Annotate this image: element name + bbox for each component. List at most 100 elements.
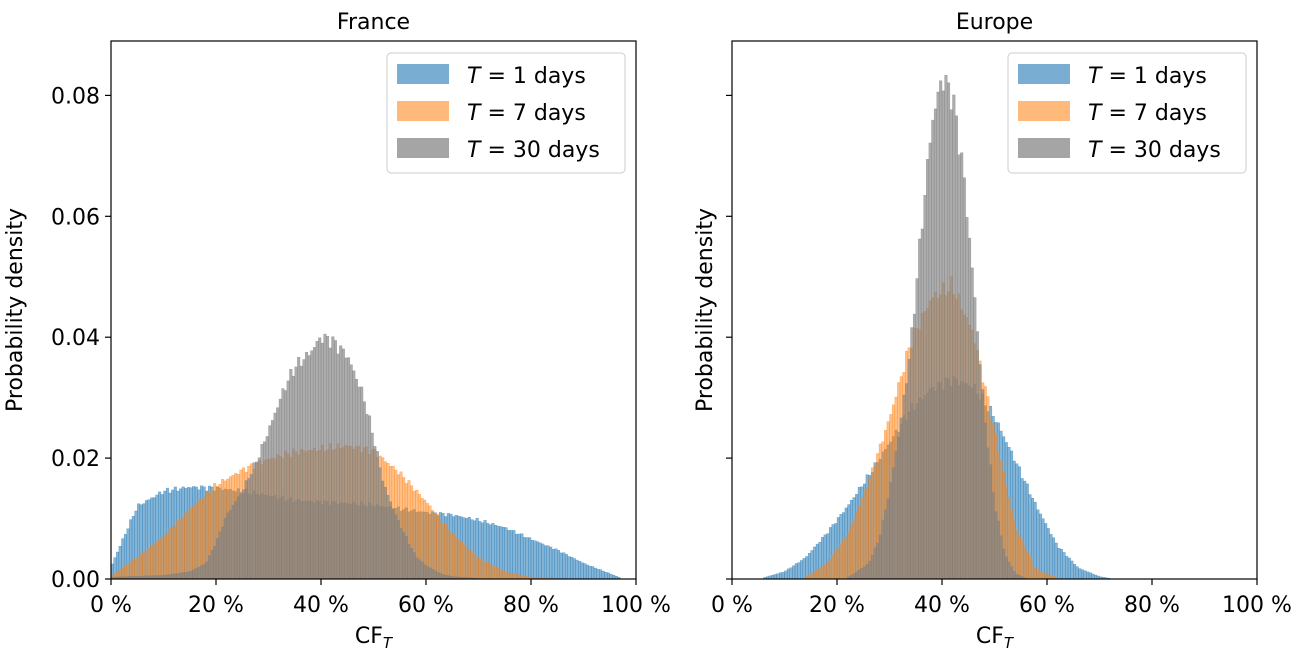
- histogram-bar: [268, 425, 272, 580]
- histogram-bar: [158, 540, 162, 580]
- histogram-bar: [557, 550, 561, 580]
- histogram-bar: [257, 457, 261, 580]
- histogram-bar: [270, 420, 274, 580]
- histogram-bar: [515, 533, 519, 580]
- histogram-bar: [559, 552, 563, 580]
- histogram-bar: [179, 572, 183, 580]
- histogram-bar: [515, 573, 519, 580]
- histogram-bar: [1075, 566, 1079, 580]
- histogram-bar: [165, 574, 169, 580]
- histogram-bar: [236, 496, 240, 580]
- x-tick-label: 80 %: [1124, 593, 1180, 618]
- histogram-bar: [323, 333, 327, 580]
- histogram-bar: [310, 350, 314, 580]
- histogram-bar: [941, 90, 945, 580]
- histogram-bar: [231, 505, 235, 580]
- histogram-bar: [391, 508, 395, 580]
- histogram-bar: [878, 534, 882, 580]
- histogram-bar: [1078, 568, 1082, 580]
- histogram-bar: [239, 493, 243, 580]
- histogram-bar: [965, 217, 969, 580]
- histogram-bar: [860, 497, 864, 580]
- histogram-bar: [286, 380, 290, 580]
- histogram-bar: [192, 505, 196, 580]
- histogram-bar: [996, 520, 1000, 580]
- histogram-bar: [572, 558, 576, 580]
- histogram-bar: [1010, 566, 1014, 580]
- x-tick-label: 20 %: [809, 593, 865, 618]
- histogram-bar: [564, 554, 568, 580]
- legend-label: T = 1 days: [467, 64, 586, 89]
- histogram-bar: [1062, 552, 1066, 580]
- histogram-bar: [907, 359, 911, 580]
- histogram-bar: [289, 369, 293, 580]
- histogram-bar: [1046, 574, 1050, 580]
- histogram-bar: [920, 228, 924, 580]
- histogram-bar: [994, 511, 998, 580]
- histogram-bar: [789, 567, 793, 580]
- histogram-bar: [899, 417, 903, 580]
- france-x-axis-title: CFT: [355, 624, 394, 648]
- histogram-bar: [1065, 556, 1069, 580]
- histogram-bar: [328, 347, 332, 580]
- histogram-bar: [1041, 518, 1045, 580]
- histogram-bar: [852, 518, 856, 580]
- histogram-bar: [826, 561, 830, 580]
- histogram-bar: [160, 536, 164, 580]
- histogram-bar: [415, 557, 419, 580]
- histogram-bar: [480, 559, 484, 580]
- histogram-bar: [868, 560, 872, 580]
- histogram-bar: [294, 366, 298, 580]
- histogram-bar: [1044, 573, 1048, 580]
- legend-label: T = 1 days: [1088, 64, 1207, 89]
- histogram-bar: [591, 566, 595, 580]
- histogram-bar: [444, 523, 448, 580]
- histogram-bar: [983, 422, 987, 580]
- histogram-bar: [165, 533, 169, 580]
- histogram-bar: [1067, 557, 1071, 580]
- histogram-bar: [1080, 569, 1084, 580]
- histogram-bar: [150, 545, 154, 580]
- y-tick-label: 0.00: [51, 568, 100, 593]
- histogram-bar: [530, 540, 534, 580]
- histogram-bar: [352, 370, 356, 580]
- histogram-bar: [242, 489, 246, 580]
- x-tick-label: 20 %: [188, 593, 244, 618]
- histogram-bar: [839, 544, 843, 580]
- histogram-bar: [131, 560, 135, 580]
- x-tick-label: 40 %: [914, 593, 970, 618]
- histogram-bar: [554, 548, 558, 580]
- histogram-bar: [978, 364, 982, 580]
- y-tick-label: 0.04: [51, 326, 100, 351]
- histogram-bar: [184, 572, 188, 580]
- histogram-bar: [849, 525, 853, 580]
- histogram-bar: [305, 352, 309, 580]
- histogram-bar: [593, 567, 597, 580]
- histogram-bar: [852, 573, 856, 580]
- histogram-bar: [431, 510, 435, 580]
- histogram-bar: [491, 565, 495, 580]
- europe-histogram-panel: 0 % 20 % 40 % 60 % 80 % 100 % Europe CFT Probabi…: [693, 10, 1292, 648]
- histogram-bar: [381, 480, 385, 580]
- histogram-bar: [570, 556, 574, 580]
- histogram-bar: [1015, 573, 1019, 580]
- x-tick-label: 80 %: [503, 593, 559, 618]
- histogram-bar: [176, 573, 180, 580]
- histogram-bar: [507, 530, 511, 580]
- histogram-bar: [273, 412, 277, 580]
- histogram-bar: [347, 357, 351, 580]
- histogram-bar: [1017, 536, 1021, 580]
- histogram-bar: [810, 572, 814, 580]
- histogram-bar: [588, 565, 592, 580]
- histogram-bar: [1004, 556, 1008, 580]
- histogram-bar: [431, 569, 435, 580]
- histogram-bar: [533, 540, 537, 580]
- histogram-bar: [601, 570, 605, 580]
- histogram-bar: [407, 543, 411, 580]
- histogram-bar: [1038, 571, 1042, 580]
- histogram-bar: [336, 353, 340, 580]
- histogram-bar: [291, 375, 295, 580]
- histogram-bar: [404, 536, 408, 580]
- histogram-bar: [297, 357, 301, 580]
- histogram-bar: [410, 548, 414, 580]
